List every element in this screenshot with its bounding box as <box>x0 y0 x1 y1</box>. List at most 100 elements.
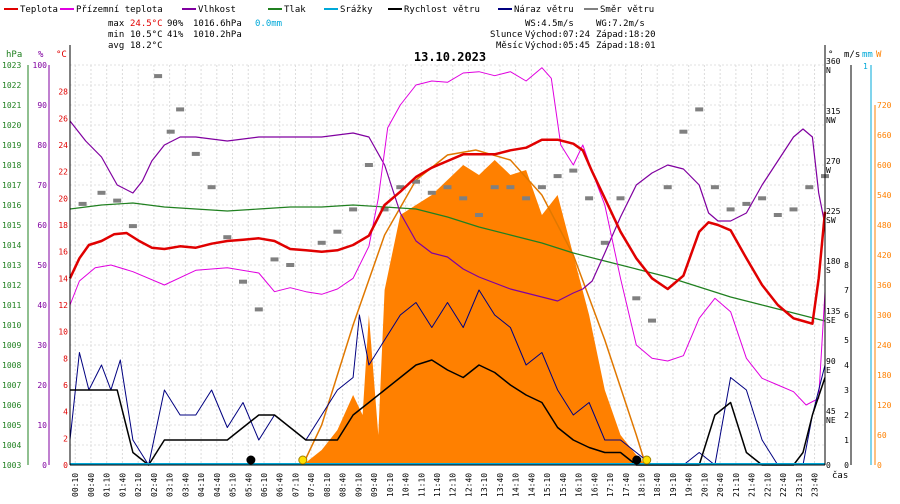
y-tick-pressure: 1004 <box>2 441 21 450</box>
y-tick-solar: 360 <box>877 281 892 290</box>
compass-label: W <box>826 166 831 175</box>
x-tick-label: 13:10 <box>480 473 489 497</box>
y-tick-humidity: 20 <box>37 381 47 390</box>
direction-point <box>380 207 389 212</box>
y-tick-wind: 4 <box>844 361 849 370</box>
y-tick-pressure: 1007 <box>2 381 21 390</box>
x-tick-label: 16:10 <box>575 473 584 497</box>
legend-label: Přízemní teplota <box>76 5 163 15</box>
y-tick-humidity: 60 <box>37 221 47 230</box>
direction-point <box>600 240 609 245</box>
x-tick-label: 17:10 <box>606 473 615 497</box>
stats-wg: WG:7.2m/s <box>596 19 645 29</box>
direction-point <box>553 174 562 179</box>
x-tick-label: 08:10 <box>323 473 332 497</box>
direction-point <box>333 229 342 234</box>
x-tick-label: 22:10 <box>763 473 772 497</box>
stats-max-press: 1016.6hPa <box>193 19 242 29</box>
x-tick-label: 03:10 <box>166 473 175 497</box>
x-tick-label: 06:10 <box>260 473 269 497</box>
y-tick-direction: 225 <box>826 207 841 216</box>
series-line-n-raz-v-tru <box>69 289 826 466</box>
series-line-rychlost-v-tru <box>70 359 826 466</box>
y-tick-temperature: 0 <box>63 461 68 470</box>
x-tick-label: 11:40 <box>433 473 442 497</box>
y-tick-solar: 660 <box>877 131 892 140</box>
legend: Teplota Přízemní teplota Vlhkost Tlak Srážky… <box>4 5 654 15</box>
y-tick-wind: 1 <box>844 436 849 445</box>
x-tick-label: 00:10 <box>71 473 80 497</box>
stats-avg-temp: 18.2°C <box>130 41 163 51</box>
x-tick-label: 23:40 <box>811 473 820 497</box>
y-tick-pressure: 1019 <box>2 141 21 150</box>
compass-label: N <box>826 66 831 75</box>
y-tick-temperature: 12 <box>58 301 68 310</box>
axes: 00:10 00:40 01:10 01:40 02:10 02:40 03:10 03:40… <box>2 45 892 497</box>
x-tick-label: 10:10 <box>386 473 395 497</box>
axis-unit-humidity: % <box>38 50 44 60</box>
y-tick-solar: 300 <box>877 311 892 320</box>
y-tick-wind: 2 <box>844 411 849 420</box>
x-tick-label: 14:10 <box>512 473 521 497</box>
direction-point <box>396 185 405 190</box>
y-tick-rain: 1 <box>863 62 868 71</box>
axis-unit-temperature: °C <box>56 50 67 60</box>
series-solar-area <box>302 160 646 465</box>
direction-point <box>522 196 531 201</box>
y-tick-direction: 270 <box>826 157 841 166</box>
stats-moonset: Západ:18:01 <box>596 41 656 51</box>
direction-point <box>412 179 420 184</box>
y-tick-temperature: 8 <box>63 354 68 363</box>
y-tick-pressure: 1013 <box>2 261 21 270</box>
x-tick-label: 21:40 <box>748 473 757 497</box>
y-tick-pressure: 1005 <box>2 421 21 430</box>
sunset-marker <box>642 455 652 465</box>
x-tick-label: 15:40 <box>559 473 568 497</box>
stats-min-label: min <box>108 30 124 40</box>
y-tick-humidity: 90 <box>37 101 47 110</box>
legend-label: Tlak <box>284 5 306 15</box>
series-line-tlak <box>69 202 826 322</box>
y-tick-solar: 480 <box>877 221 892 230</box>
y-tick-direction: 360 <box>826 57 841 66</box>
y-tick-temperature: 18 <box>58 221 68 230</box>
x-tick-label: 13:40 <box>496 473 505 497</box>
y-tick-pressure: 1017 <box>2 181 21 190</box>
direction-point <box>191 151 200 156</box>
y-tick-humidity: 80 <box>37 141 47 150</box>
x-tick-label: 12:40 <box>464 473 473 497</box>
direction-point <box>695 107 704 112</box>
compass-label: NW <box>826 116 836 125</box>
direction-point <box>490 185 499 190</box>
y-tick-pressure: 1021 <box>2 101 21 110</box>
direction-point <box>176 107 185 112</box>
y-tick-wind: 0 <box>844 461 849 470</box>
y-tick-direction: 90 <box>826 357 836 366</box>
direction-point <box>254 307 263 312</box>
direction-point <box>78 201 87 206</box>
y-tick-humidity: 10 <box>37 421 47 430</box>
y-tick-wind: 3 <box>844 386 849 395</box>
direction-point <box>166 129 175 134</box>
sunrise-marker <box>298 455 308 465</box>
y-tick-humidity: 50 <box>37 261 47 270</box>
x-tick-label: 04:10 <box>197 473 206 497</box>
compass-label: NE <box>826 416 836 425</box>
y-tick-temperature: 28 <box>58 88 68 97</box>
legend-label: Rychlost větru <box>404 5 480 15</box>
direction-point <box>317 240 326 245</box>
y-tick-pressure: 1020 <box>2 121 21 130</box>
chart-title: 13.10.2023 <box>414 50 486 64</box>
moonrise-marker <box>246 455 256 465</box>
direction-point <box>506 185 515 190</box>
direction-point <box>475 213 483 217</box>
series-line-teplota <box>68 138 827 325</box>
legend-label: Vlhkost <box>198 5 236 15</box>
y-tick-pressure: 1016 <box>2 201 21 210</box>
y-tick-direction: 315 <box>826 107 841 116</box>
direction-point <box>726 207 735 212</box>
y-tick-pressure: 1022 <box>2 81 21 90</box>
y-tick-direction: 135 <box>826 307 841 316</box>
legend-label: Srážky <box>340 5 373 15</box>
